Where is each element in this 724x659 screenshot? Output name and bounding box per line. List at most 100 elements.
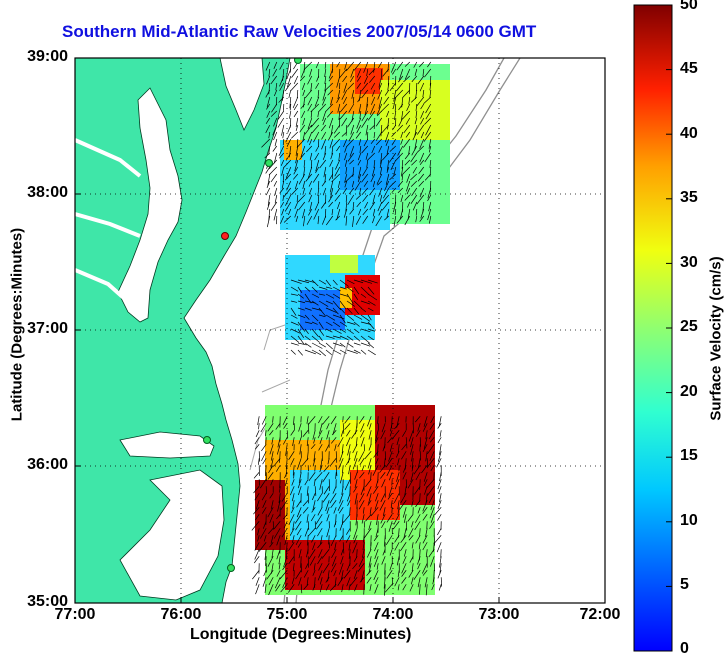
- chesapeake-bay: [117, 87, 183, 323]
- colorbar-tick-label: 30: [680, 254, 698, 271]
- velocity-vector: [394, 577, 400, 587]
- velocity-vector: [292, 535, 295, 543]
- velocity-vector: [265, 89, 271, 98]
- velocity-vector: [351, 180, 355, 188]
- velocity-vector: [321, 131, 327, 140]
- velocity-vector: [345, 166, 348, 174]
- velocity-vector: [292, 465, 295, 476]
- velocity-vector: [282, 138, 285, 146]
- velocity-vector: [412, 166, 418, 174]
- velocity-vector: [319, 159, 327, 169]
- velocity-vector: [325, 286, 333, 289]
- velocity-vector: [324, 145, 327, 155]
- velocity-vector: [326, 110, 334, 118]
- velocity-vector: [275, 465, 281, 472]
- velocity-vector: [311, 307, 322, 311]
- velocity-vector: [335, 159, 341, 170]
- velocity-vector: [298, 173, 306, 185]
- velocity-vector: [353, 349, 361, 354]
- velocity-vector: [325, 307, 337, 313]
- velocity-vector: [360, 423, 365, 432]
- velocity-vector: [360, 335, 371, 344]
- velocity-vector: [389, 430, 393, 437]
- velocity-vector: [416, 194, 425, 205]
- velocity-vector: [325, 500, 330, 512]
- velocity-vector: [375, 117, 383, 127]
- velocity-vector: [315, 166, 320, 174]
- velocity-vector: [344, 145, 348, 153]
- velocity-vector: [393, 89, 397, 102]
- velocity-vector: [427, 444, 435, 455]
- velocity-vector: [353, 328, 360, 334]
- velocity-vector: [359, 472, 365, 479]
- x-tick-label: 75:00: [266, 606, 308, 623]
- velocity-vector: [356, 201, 362, 208]
- velocity-vector: [291, 131, 299, 139]
- velocity-vector: [254, 514, 260, 521]
- velocity-vector: [375, 479, 379, 488]
- velocity-vector: [276, 570, 281, 577]
- velocity-vector: [298, 437, 302, 445]
- velocity-vector: [406, 173, 411, 183]
- velocity-vector: [345, 215, 348, 226]
- velocity-vector: [312, 542, 316, 551]
- velocity-vector: [378, 208, 383, 216]
- velocity-vector: [296, 138, 306, 148]
- velocity-vector: [333, 507, 337, 514]
- velocity-vector: [291, 493, 295, 502]
- velocity-vector: [439, 472, 442, 482]
- velocity-vector: [414, 521, 421, 531]
- velocity-vector: [369, 201, 376, 210]
- velocity-vector: [283, 514, 288, 520]
- velocity-vector: [353, 570, 358, 579]
- velocity-vector: [419, 584, 421, 595]
- velocity-vector: [367, 321, 375, 330]
- velocity-vector: [422, 444, 428, 452]
- velocity-vector: [428, 430, 435, 440]
- velocity-vector: [328, 75, 334, 82]
- velocity-vector: [341, 117, 348, 127]
- velocity-vector: [429, 451, 435, 461]
- velocity-vector: [257, 528, 260, 536]
- velocity-vector: [325, 293, 335, 299]
- velocity-vector: [347, 194, 355, 205]
- velocity-vector: [429, 423, 435, 430]
- velocity-vector: [405, 131, 411, 138]
- velocity-vector: [382, 68, 390, 77]
- velocity-vector: [284, 173, 292, 181]
- velocity-vector: [290, 342, 299, 346]
- velocity-vector: [287, 124, 292, 133]
- velocity-vector: [410, 96, 418, 103]
- velocity-vector: [370, 542, 372, 550]
- velocity-vector: [415, 208, 418, 216]
- velocity-vector: [346, 314, 355, 321]
- velocity-vector: [424, 117, 432, 125]
- velocity-vector: [272, 145, 278, 152]
- velocity-vector: [388, 451, 393, 462]
- velocity-vector: [424, 173, 432, 181]
- velocity-vector: [346, 349, 358, 354]
- velocity-vector: [396, 124, 404, 132]
- velocity-vector: [397, 584, 400, 591]
- velocity-vector: [307, 521, 310, 530]
- velocity-vector: [409, 584, 414, 592]
- velocity-vector: [398, 117, 404, 127]
- velocity-vector: [438, 486, 442, 494]
- velocity-vector: [417, 173, 425, 182]
- velocity-vector: [373, 451, 379, 458]
- velocity-vector: [418, 458, 421, 468]
- velocity-vector: [339, 328, 346, 333]
- velocity-vector: [388, 180, 397, 188]
- velocity-vector: [304, 89, 313, 99]
- velocity-vector: [401, 173, 404, 181]
- velocity-vector: [392, 521, 400, 530]
- velocity-vector: [318, 286, 328, 290]
- velocity-vector: [328, 68, 334, 79]
- velocity-vector: [330, 416, 337, 425]
- velocity-vector: [330, 124, 334, 136]
- velocity-vector: [318, 444, 323, 451]
- velocity-vector: [367, 300, 376, 306]
- velocity-vector: [311, 328, 319, 337]
- velocity-vector: [289, 110, 292, 119]
